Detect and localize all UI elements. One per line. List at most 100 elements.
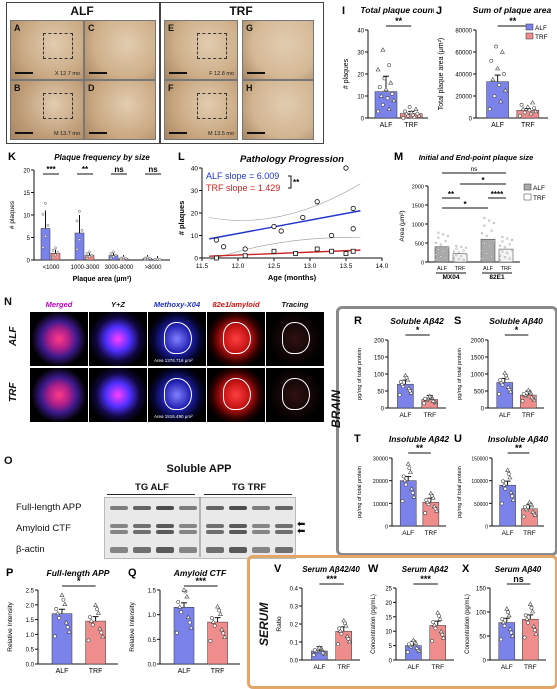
y-tick-label: 150	[476, 587, 487, 593]
data-point	[456, 248, 458, 250]
data-point	[112, 251, 114, 253]
x-tick-label: ALF	[437, 266, 448, 272]
scale-bar	[169, 132, 187, 134]
y-axis-label: # plaques	[343, 58, 350, 89]
data-point	[432, 621, 435, 624]
x-tick-label: 3000-8000	[105, 265, 134, 271]
data-point	[502, 251, 504, 253]
data-point	[42, 246, 44, 248]
panel-letter: I	[342, 5, 345, 17]
data-point	[521, 107, 525, 110]
data-point	[78, 210, 80, 212]
scale-bar	[247, 132, 265, 134]
data-point	[110, 252, 112, 254]
panel-N-column-header: Methoxy-X04	[148, 300, 206, 309]
data-point	[499, 255, 501, 257]
data-point	[110, 257, 112, 259]
alf-data-point	[351, 227, 355, 231]
data-point	[381, 48, 385, 51]
chart-title: Serum Aβ40	[495, 565, 542, 574]
histology-panel-h: H	[242, 80, 314, 140]
data-point	[424, 511, 427, 514]
bar-alf	[375, 92, 397, 118]
data-point	[76, 248, 78, 250]
x-tick-label: TRF	[211, 668, 225, 675]
data-point	[499, 638, 502, 641]
x-tick-label: ALF	[56, 668, 69, 675]
data-point	[313, 649, 316, 652]
blot-band	[275, 547, 293, 553]
blot-band	[275, 506, 293, 510]
y-tick-label: 20000	[455, 95, 472, 101]
plaque-outline	[282, 378, 310, 410]
y-tick-label: 0	[483, 659, 487, 665]
y-tick-label: 10	[385, 630, 392, 636]
blot-band	[206, 547, 224, 553]
significance-label: ns	[471, 166, 479, 173]
blot-band	[133, 506, 151, 510]
x-tick-label: TRF	[455, 266, 466, 272]
y-tick-label: 20	[191, 211, 199, 218]
alf-data-point	[243, 247, 247, 251]
y-tick-label: 1500	[471, 356, 485, 362]
histology-panel-letter: F	[168, 83, 174, 93]
data-point	[87, 639, 90, 642]
data-point	[458, 251, 460, 253]
x-axis-label: Age (months)	[268, 273, 317, 282]
data-point	[213, 624, 216, 627]
x-tick-label: TRF	[524, 664, 537, 671]
x-tick-label: ALF	[178, 668, 191, 675]
data-point	[522, 392, 525, 395]
significance-label: **	[509, 16, 517, 26]
data-point	[463, 259, 465, 261]
data-point	[438, 232, 440, 234]
y-axis-label: Area (μm²)	[399, 210, 406, 241]
blot-group-line-trf	[204, 494, 292, 495]
chart-title: Serum Aβ42/40	[302, 565, 360, 574]
significance-label: ns	[513, 574, 524, 584]
data-point	[463, 250, 465, 252]
y-tick-label: 0.2	[290, 623, 299, 629]
data-point	[524, 614, 527, 617]
panel-letter: J	[436, 5, 442, 17]
y-tick-label: 0.4	[290, 587, 299, 593]
data-point	[508, 476, 512, 479]
data-point	[526, 621, 529, 624]
data-point	[486, 253, 488, 255]
y-tick-label: 5	[27, 236, 31, 242]
data-point	[56, 611, 60, 614]
panel-N-column-header: Merged	[30, 300, 88, 309]
confocal-image	[30, 312, 88, 366]
data-point	[414, 107, 418, 110]
y-tick-label: 0	[481, 407, 485, 413]
data-point	[383, 77, 386, 80]
y-axis-label: Concentration (pg/mL)	[465, 594, 471, 654]
significance-label: **	[395, 16, 403, 26]
y-tick-label: 2000	[412, 185, 424, 191]
y-tick-label: 0	[27, 259, 31, 265]
y-tick-label: 30	[191, 188, 199, 195]
data-point	[377, 110, 380, 113]
data-point	[511, 249, 513, 251]
data-point	[389, 81, 393, 84]
histology-panel-letter: E	[168, 23, 174, 33]
significance-label: **	[82, 165, 89, 174]
alf-confidence-band	[209, 238, 360, 261]
panel-letter: X	[462, 563, 470, 575]
data-point	[505, 607, 509, 610]
bar-trf	[86, 621, 106, 664]
data-point	[435, 254, 437, 256]
y-axis-label: Relative Intensity	[129, 602, 136, 652]
y-tick-label: 200	[374, 339, 385, 345]
data-point	[507, 614, 511, 617]
data-point	[399, 380, 402, 383]
scale-bar	[15, 72, 33, 74]
y-tick-label: 20	[385, 601, 392, 607]
data-point	[381, 103, 384, 106]
y-tick-label: 30	[357, 51, 364, 57]
panel-letter: Q	[128, 567, 137, 579]
y-axis-label: pg/mg of total protein	[357, 348, 363, 400]
